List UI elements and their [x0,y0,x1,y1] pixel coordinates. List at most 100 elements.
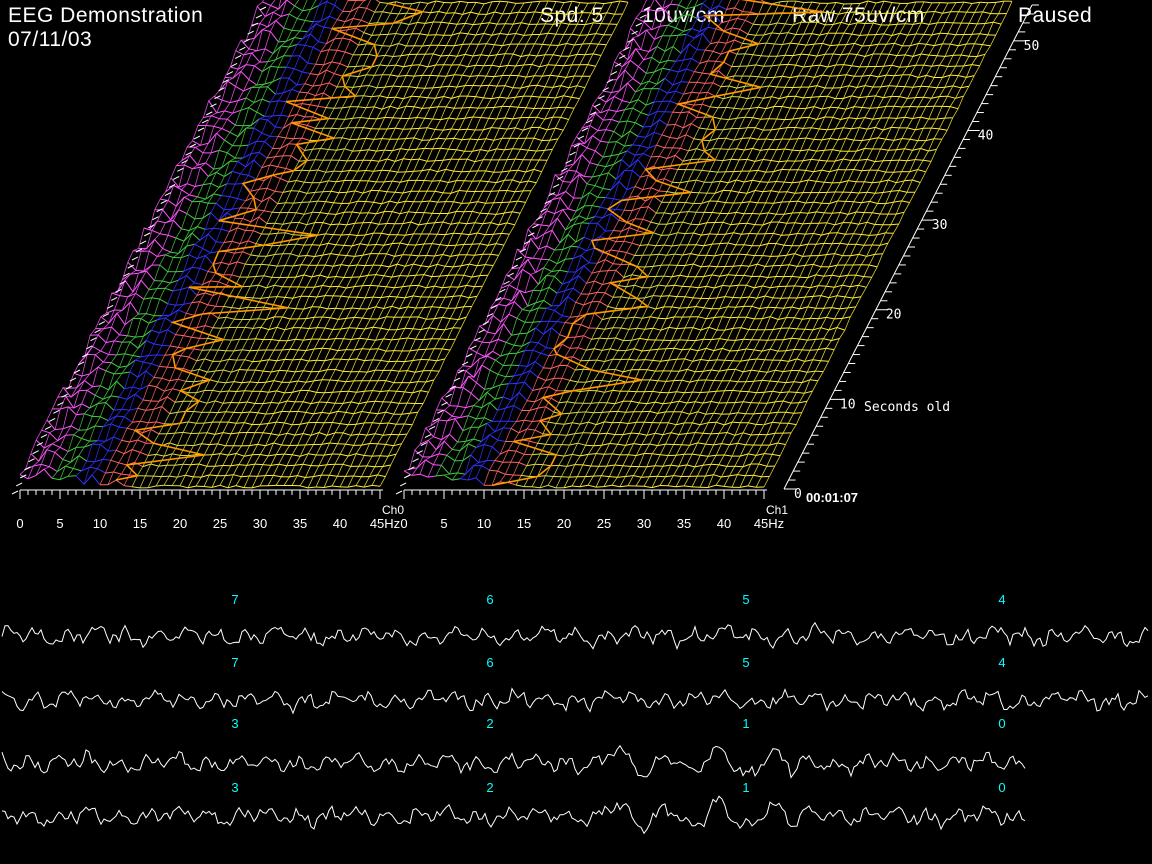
spectrum-row-segment [592,53,602,56]
spectrum-row-segment [686,6,695,10]
spectrum-row-segment [669,137,678,140]
spectrum-row-segment [709,233,718,235]
spectrum-row-segment [936,117,945,120]
spectrum-row-segment [517,169,526,173]
spectrum-row-segment [535,233,545,240]
spectrum-row-segment [370,284,379,287]
spectrum-row-segment [735,401,744,404]
spectrum-row-segment [568,169,577,172]
spectrum-row-segment [587,33,596,36]
spectrum-row-segment [891,2,901,4]
spectrum-row-segment [803,96,812,99]
spectrum-row-segment [347,27,356,31]
spectrum-row-segment [339,127,348,130]
spectrum-row-segment [145,370,155,378]
edge-tick [643,6,651,11]
edge-tick [144,232,151,237]
spectrum-row-segment [266,187,276,192]
spectrum-row-segment [94,354,104,363]
spectrum-row-segment [688,211,697,213]
spectrum-row-segment [583,335,592,340]
spectrum-row-segment [353,411,362,415]
spectrum-row-segment [539,32,548,35]
spectrum-row-segment [748,391,757,394]
frequency-bin-line [235,3,485,486]
spectrum-row-segment [161,377,171,382]
spectrum-row-segment [629,195,638,198]
spectrum-row-segment [727,368,736,371]
spectrum-row-segment [439,244,449,247]
spectrum-row-segment [278,432,288,436]
spectrum-row-segment [310,5,319,10]
frequency-bin-line [595,3,845,488]
spectrum-row-segment [685,263,694,266]
spectrum-row-segment [334,73,343,77]
spectrum-row-segment [676,422,685,426]
spectrum-row-segment [757,169,766,173]
spectrum-row-segment [963,64,972,67]
edge-tick [135,248,143,253]
spectrum-row-segment [398,75,407,77]
spectrum-row-segment [640,174,649,178]
frequency-bin-line [403,0,647,472]
spectrum-row-segment [698,316,707,320]
channel-label: Ch1 [766,503,788,517]
spectrum-row-segment [354,254,363,257]
spectrum-row-segment [368,149,377,152]
spectrum-row-segment [503,297,512,302]
spectrum-row-segment [459,64,468,68]
spectrum-row-segment [602,317,611,321]
spectrum-row-segment [335,369,344,372]
spectrum-row-segment [741,233,750,235]
spectrum-row-segment [84,413,93,417]
spectrum-row-segment [156,317,166,321]
spectrum-row-segment [660,454,669,456]
spectrum-row-segment [438,11,447,14]
frequency-bin-line [251,1,501,489]
spectrum-row-segment [331,485,341,488]
spectrum-row-segment [827,2,837,4]
frequency-bin-line [635,0,885,487]
spectrum-row-segment [497,439,506,442]
spectrum-row-segment [186,213,196,220]
spectrum-row-segment [425,21,434,24]
spectrum-row-segment [562,209,572,222]
spectrum-row-segment [570,347,579,349]
spectrum-row-segment [340,327,349,330]
spectrum-row-segment [645,132,655,138]
edge-tick [623,46,630,51]
spectrum-row-segment [697,411,706,415]
spectrum-row-segment [749,201,758,204]
spectrum-row-segment [426,285,435,289]
spectrum-row-segment [591,270,600,274]
spectrum-row-segment [185,444,194,447]
spectrum-row-segment [614,464,623,467]
spectrum-row-segment [452,295,462,297]
spectrum-row-segment [484,417,493,422]
spectrum-row-segment [254,65,263,73]
spectrum-row-segment [613,230,622,232]
spectrum-row-segment [584,176,593,178]
spectrum-row-segment [797,169,806,171]
spectrum-row-segment [561,343,571,349]
spectrum-row-segment [223,306,232,309]
spectrum-row-segment [859,0,869,4]
spectrum-row-segment [942,74,951,78]
spectrum-row-segment [647,244,657,247]
spectrum-row-segment [577,442,586,446]
spectrum-row-segment [828,327,838,331]
spectrum-row-segment [533,168,542,173]
spectrum-row-segment [734,432,744,436]
spectrum-row-segment [533,137,543,141]
spectrum-row-segment [97,468,106,474]
spectrum-row-segment [170,177,180,188]
spectrum-row-segment [180,355,189,358]
spectrum-row-segment [470,454,480,463]
spectrum-row-segment [843,32,852,35]
spectrum-row-segment [835,127,844,130]
spectrum-row-segment [792,53,802,57]
spectrum-row-segment [503,323,512,336]
spectrum-row-segment [430,11,439,14]
spectrum-row-segment [671,339,680,341]
frequency-bin-line [531,1,781,487]
